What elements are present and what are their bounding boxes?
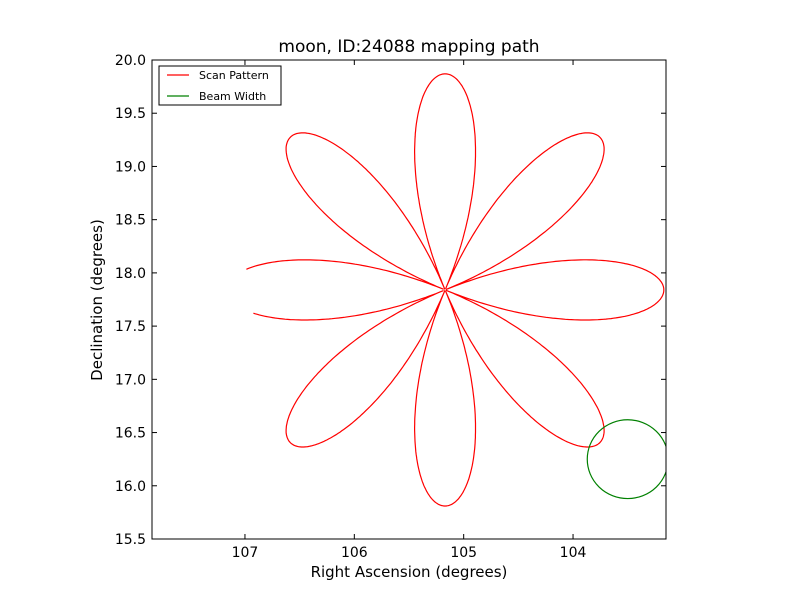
x-tick-label: 105 (450, 545, 477, 561)
legend: Scan Pattern Beam Width (158, 65, 282, 106)
x-tick-label: 107 (232, 545, 259, 561)
y-tick-label: 19.0 (115, 159, 146, 175)
x-tick-label: 106 (341, 545, 368, 561)
legend-label-scan: Scan Pattern (199, 69, 269, 82)
y-tick-label: 16.5 (115, 426, 146, 442)
chart-title: moon, ID:24088 mapping path (278, 37, 539, 57)
plot-frame (151, 59, 667, 540)
legend-box (158, 65, 282, 106)
x-axis-label: Right Ascension (degrees) (311, 563, 508, 581)
y-tick-label: 18.5 (115, 213, 146, 229)
y-tick-label: 19.5 (115, 106, 146, 122)
y-tick-label: 17.0 (115, 372, 146, 388)
plot-layer (246, 73, 666, 507)
legend-label-beam: Beam Width (199, 90, 266, 103)
x-ticks: 107 106 105 104 (232, 60, 587, 561)
y-tick-label: 16.0 (115, 479, 146, 495)
y-tick-label: 15.5 (115, 532, 146, 548)
y-tick-label: 20.0 (115, 53, 146, 69)
y-axis-label: Declination (degrees) (88, 219, 106, 381)
y-tick-label: 17.5 (115, 319, 146, 335)
beam-width-circle (586, 419, 666, 500)
x-tick-label: 104 (560, 545, 587, 561)
scan-pattern-line (246, 73, 665, 507)
y-tick-label: 18.0 (115, 266, 146, 282)
y-ticks: 15.5 16.0 16.5 17.0 17.5 18.0 18.5 19.0 19.5 20.0 (115, 53, 666, 548)
